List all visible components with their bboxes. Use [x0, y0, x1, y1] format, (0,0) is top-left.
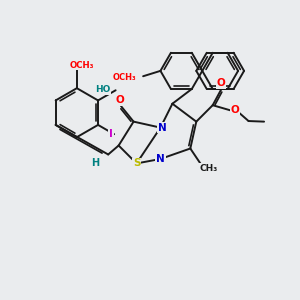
- Text: OCH₃: OCH₃: [70, 61, 94, 70]
- Text: CH₃: CH₃: [199, 164, 218, 173]
- Text: HO: HO: [95, 85, 110, 94]
- Text: O: O: [230, 105, 239, 115]
- Text: OCH₃: OCH₃: [113, 73, 136, 82]
- Text: O: O: [115, 95, 124, 105]
- Text: N: N: [158, 123, 166, 133]
- Text: H: H: [92, 158, 100, 168]
- Text: N: N: [156, 154, 165, 164]
- Text: S: S: [133, 158, 140, 168]
- Text: I: I: [109, 129, 113, 139]
- Text: O: O: [217, 78, 225, 88]
